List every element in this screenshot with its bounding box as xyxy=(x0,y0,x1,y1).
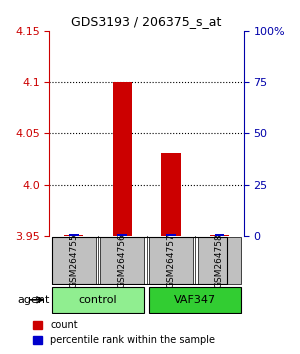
FancyBboxPatch shape xyxy=(149,237,193,285)
Bar xyxy=(117,234,127,236)
Text: agent: agent xyxy=(17,295,50,305)
Text: control: control xyxy=(79,295,117,305)
Bar xyxy=(69,234,79,236)
Bar xyxy=(166,234,176,236)
Title: GDS3193 / 206375_s_at: GDS3193 / 206375_s_at xyxy=(71,15,222,28)
Text: GSM264757: GSM264757 xyxy=(166,233,175,288)
Bar xyxy=(161,153,181,236)
Bar xyxy=(214,234,224,236)
FancyBboxPatch shape xyxy=(52,287,144,313)
FancyBboxPatch shape xyxy=(100,237,144,285)
Text: VAF347: VAF347 xyxy=(174,295,216,305)
Bar xyxy=(112,82,132,236)
Legend: count, percentile rank within the sample: count, percentile rank within the sample xyxy=(29,316,219,349)
FancyBboxPatch shape xyxy=(197,237,241,285)
FancyBboxPatch shape xyxy=(52,237,96,285)
Text: GSM264755: GSM264755 xyxy=(69,233,78,288)
Bar xyxy=(64,235,83,236)
Text: GSM264758: GSM264758 xyxy=(215,233,224,288)
Text: GSM264756: GSM264756 xyxy=(118,233,127,288)
FancyBboxPatch shape xyxy=(149,287,241,313)
Bar xyxy=(210,235,229,236)
